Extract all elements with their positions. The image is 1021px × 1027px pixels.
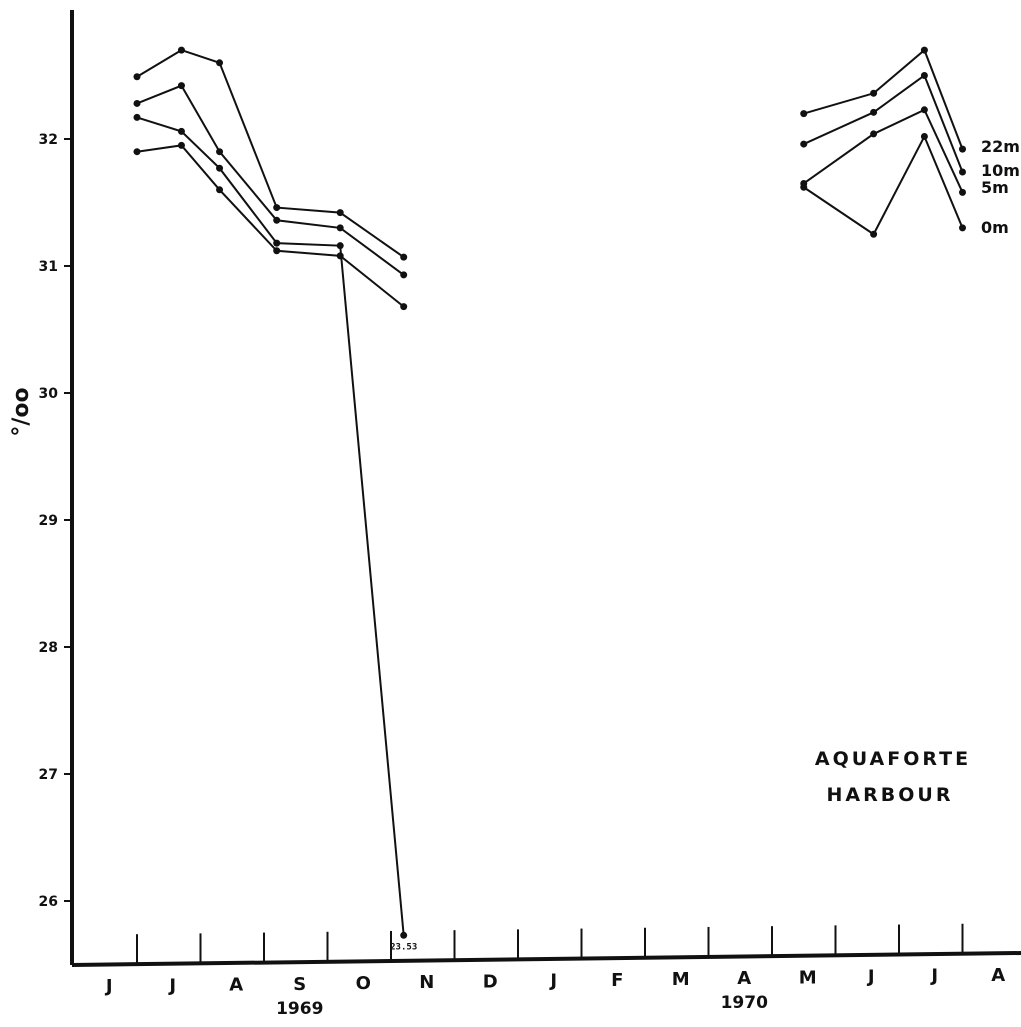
series-point-5m: [870, 130, 878, 138]
series-point-0m: [273, 247, 281, 255]
series-point-5m: [920, 106, 928, 114]
series-point-5m: [959, 188, 966, 196]
series-line-10m: [136, 84, 405, 276]
x-axis-line: [71, 951, 1021, 967]
axes: [70, 10, 1021, 967]
y-tick-label: 31: [39, 259, 58, 275]
month-label: M: [799, 967, 817, 988]
month-label: O: [356, 973, 371, 994]
series-line-0m: [136, 144, 405, 308]
series-point-0m: [177, 141, 185, 149]
series-point-0m: [133, 148, 141, 156]
series-point-5m: [177, 127, 185, 135]
year-labels: 1969 1970: [276, 993, 768, 1019]
series-point-10m: [800, 140, 808, 148]
chart-title-line-2: HARBOUR: [827, 784, 954, 806]
chart-title-line-1: AQUAFORTE: [815, 748, 971, 770]
series-point-0m: [216, 186, 224, 194]
series-point-22m: [177, 46, 185, 54]
series-point-10m: [273, 216, 281, 224]
series-point-10m: [216, 148, 224, 156]
series-label-5m: 5m: [981, 178, 1009, 197]
series-label-10m: 10m: [981, 161, 1020, 180]
series-point-10m: [870, 108, 878, 116]
month-label: J: [167, 975, 176, 996]
series-line-5m: [803, 108, 964, 193]
series-label-22m: 22m: [981, 137, 1020, 156]
series-point-10m: [920, 72, 928, 79]
year-label: 1970: [721, 993, 768, 1013]
y-tick-label: 28: [39, 640, 58, 656]
y-tick-label: 32: [39, 132, 58, 148]
month-label: S: [293, 974, 306, 995]
month-label: J: [929, 966, 938, 987]
month-label: M: [672, 969, 690, 990]
series-label-0m: 0m: [981, 218, 1009, 237]
series-point-10m: [400, 271, 408, 279]
month-label: J: [866, 967, 875, 988]
series-point-0m: [336, 252, 344, 260]
y-tick-label: 29: [39, 513, 58, 529]
series-point-5m: [133, 113, 141, 121]
series-point-22m: [216, 59, 224, 67]
series-line-10m: [803, 73, 964, 173]
series-line-22m: [136, 49, 405, 258]
series-line-5m: [136, 116, 405, 936]
series-point-22m: [400, 253, 408, 261]
month-label: J: [104, 976, 113, 997]
month-label: A: [991, 965, 1005, 986]
chart-title: AQUAFORTE HARBOUR: [815, 748, 971, 806]
series-point-5m: [400, 931, 408, 939]
month-label: F: [611, 970, 623, 991]
series-point-5m: [273, 239, 281, 247]
series-line-22m: [803, 48, 964, 150]
series-point-10m: [959, 168, 966, 176]
x-ticks: [136, 923, 964, 965]
series-point-22m: [959, 145, 966, 153]
series-point-0m: [920, 132, 928, 140]
series-point-22m: [870, 89, 878, 97]
data-annotation: 23.53: [390, 942, 417, 952]
y-axis-label: °/oo: [9, 387, 34, 436]
series-line-0m: [803, 134, 964, 236]
month-label: N: [419, 972, 434, 993]
series-point-0m: [870, 230, 878, 238]
series-point-0m: [959, 224, 966, 232]
series-group: [133, 46, 966, 939]
y-ticks: 26 27 28 29 30 31 32: [39, 132, 72, 910]
series-point-22m: [800, 110, 808, 118]
series-point-10m: [177, 82, 185, 90]
series-point-10m: [336, 224, 344, 232]
series-point-5m: [336, 242, 344, 250]
series-point-22m: [273, 204, 281, 212]
series-point-0m: [400, 303, 408, 311]
y-tick-label: 30: [39, 386, 59, 402]
y-tick-label: 26: [39, 894, 58, 910]
month-label: A: [229, 975, 243, 996]
annotations: 23.53: [390, 942, 417, 952]
month-label: A: [737, 968, 751, 989]
month-label: D: [483, 971, 498, 992]
month-label: J: [548, 971, 557, 992]
series-point-5m: [216, 164, 224, 172]
series-point-22m: [336, 209, 344, 217]
y-tick-label: 27: [39, 767, 58, 783]
series-point-10m: [133, 99, 141, 107]
series-point-22m: [133, 73, 141, 81]
series-point-0m: [800, 183, 808, 191]
year-label: 1969: [276, 999, 323, 1019]
series-point-22m: [920, 46, 928, 54]
